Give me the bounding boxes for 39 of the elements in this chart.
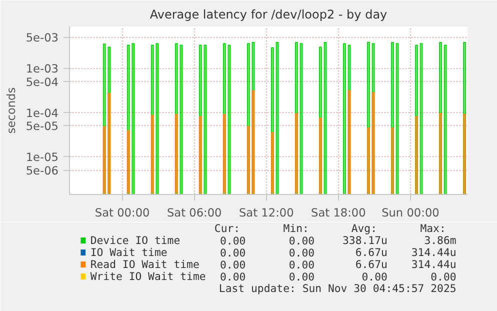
text: Max: xyxy=(420,222,446,235)
y-tick-label: 1e-05 xyxy=(26,150,59,164)
text: 338.17u xyxy=(342,234,388,247)
y-tick-label: 5e-03 xyxy=(26,30,59,45)
text: Min: xyxy=(283,222,309,235)
y-tick-label: 5e-06 xyxy=(26,164,59,178)
text: 6.67u xyxy=(355,258,388,271)
text: 3.86m xyxy=(424,234,456,247)
text: 0.00 xyxy=(430,270,456,284)
x-tick-label: Sat 12:00 xyxy=(238,206,294,220)
text: Avg: xyxy=(351,222,378,235)
text: 6.67u xyxy=(355,246,388,259)
text: 0.00 xyxy=(220,234,246,248)
y-tick-label: 1e-04 xyxy=(26,106,59,120)
y-tick-label: 5e-05 xyxy=(26,119,59,134)
y-tick-label: 1e-03 xyxy=(26,62,59,76)
legend-label: Read IO Wait time xyxy=(90,258,200,271)
x-tick-label: Sat 06:00 xyxy=(166,206,222,220)
text: Cur: xyxy=(214,222,240,235)
text: 0.00 xyxy=(288,258,315,272)
x-tick-label: Sun 00:00 xyxy=(382,206,440,220)
legend-label: Device IO time xyxy=(90,234,180,247)
chart-title: Average latency for /dev/loop2 - by day xyxy=(150,8,388,22)
text: 0.00 xyxy=(288,234,315,248)
text: 0.00 xyxy=(220,258,246,272)
y-tick-label: 5e-04 xyxy=(26,74,59,89)
x-tick-label: Sat 18:00 xyxy=(311,206,366,220)
y-axis-title: seconds xyxy=(4,87,18,134)
text: 0.00 xyxy=(288,270,315,284)
text: 314.44u xyxy=(411,246,456,259)
text: 314.44u xyxy=(411,258,456,271)
x-tick-label: Sat 00:00 xyxy=(94,206,150,220)
text: 0.00 xyxy=(362,270,388,284)
text: 0.00 xyxy=(220,270,246,284)
legend-label: Write IO Wait time xyxy=(90,270,206,283)
text: 0.00 xyxy=(288,246,315,260)
text: 0.00 xyxy=(220,246,246,260)
text: Last update: Sun Nov 30 04:45:57 2025 xyxy=(218,282,456,295)
legend-label: IO Wait time xyxy=(90,246,168,259)
